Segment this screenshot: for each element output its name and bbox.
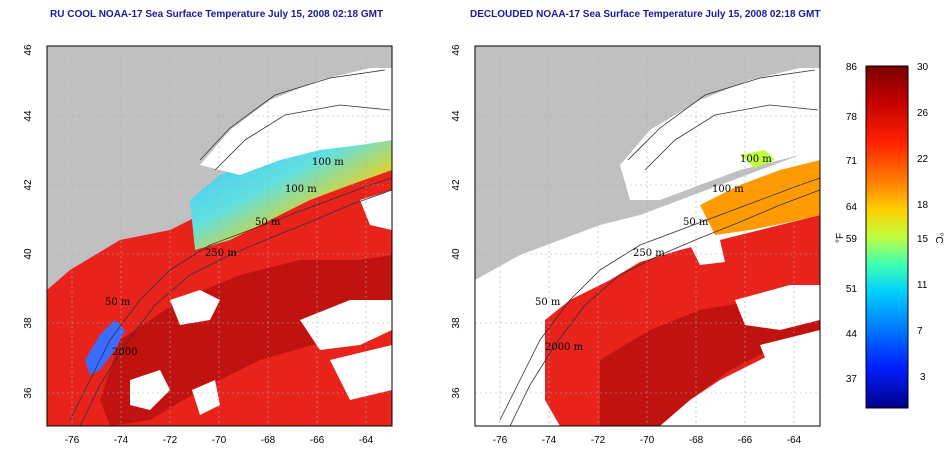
- contour-label: 100 m: [312, 157, 344, 168]
- f-tick-label: 51: [846, 284, 858, 295]
- left-lat-axis: 46 44 42 40 38 36: [23, 44, 34, 399]
- contour-label: 50 m: [105, 297, 131, 308]
- c-tick-label: 7: [917, 326, 923, 337]
- c-tick-label: 30: [917, 62, 929, 73]
- graticule: [475, 46, 820, 426]
- right-lat-axis: 46 44 42 40 38 36: [451, 44, 462, 399]
- lon-tick-label: -76: [65, 435, 80, 446]
- left-map: 100 m 100 m 50 m 250 m 50 m 2000 -76 -74…: [23, 44, 393, 446]
- right-map: 100 m 100 m 50 m 250 m 50 m 2000 m -76 -…: [451, 44, 821, 446]
- f-tick-label: 71: [846, 156, 858, 167]
- right-map-frame: [474, 45, 821, 427]
- f-tick-label: 64: [846, 202, 858, 213]
- f-tick-label: 37: [846, 374, 858, 385]
- bathymetry-contours: [69, 69, 392, 426]
- lat-tick-label: 40: [451, 248, 462, 260]
- left-map-frame: [46, 45, 393, 427]
- fahrenheit-unit-label: °F: [835, 233, 846, 243]
- contour-label: 50 m: [255, 217, 281, 228]
- lon-tick-label: -68: [689, 435, 704, 446]
- colorbar-celsius-ticks: 30 26 22 18 15 11 7 3: [917, 62, 929, 383]
- lat-tick-label: 46: [451, 44, 462, 56]
- lon-tick-label: -66: [738, 435, 753, 446]
- lat-tick-label: 42: [451, 179, 462, 191]
- lat-tick-label: 36: [451, 387, 462, 399]
- contour-label: 250 m: [205, 248, 237, 259]
- lat-tick-label: 44: [451, 110, 462, 122]
- gulf-stream-core: [100, 255, 392, 426]
- lat-tick-label: 46: [23, 44, 34, 56]
- celsius-unit-label: °C: [933, 232, 944, 243]
- lon-tick-label: -76: [493, 435, 508, 446]
- c-tick-label: 3: [920, 372, 926, 383]
- contour-label: 2000 m: [545, 342, 584, 353]
- colorbar: 86 78 71 64 59 51 44 37 30 26 22 18 15 1…: [835, 62, 944, 409]
- f-tick-label: 78: [846, 112, 858, 123]
- f-tick-label: 86: [846, 62, 858, 73]
- contour-label: 50 m: [535, 297, 561, 308]
- cloud-mask: [690, 240, 820, 395]
- lat-tick-label: 44: [23, 110, 34, 122]
- right-map-title: DECLOUDED NOAA-17 Sea Surface Temperatur…: [470, 9, 821, 20]
- lon-tick-label: -74: [542, 435, 557, 446]
- gulf-of-maine-cloud: [200, 68, 392, 175]
- lat-tick-label: 42: [23, 179, 34, 191]
- lon-tick-label: -64: [787, 435, 802, 446]
- left-map-title: RU COOL NOAA-17 Sea Surface Temperature …: [50, 9, 384, 20]
- colorbar-fahrenheit-ticks: 86 78 71 64 59 51 44 37: [846, 62, 858, 385]
- lon-tick-label: -74: [114, 435, 129, 446]
- c-tick-label: 18: [917, 200, 929, 211]
- lon-tick-label: -66: [310, 435, 325, 446]
- f-tick-label: 59: [846, 234, 858, 245]
- lon-tick-label: -72: [591, 435, 606, 446]
- lon-tick-label: -64: [359, 435, 374, 446]
- lon-tick-label: -70: [212, 435, 227, 446]
- contour-label: 250 m: [633, 248, 665, 259]
- bathymetry-contours: [499, 69, 820, 426]
- c-tick-label: 15: [917, 234, 929, 245]
- shelf-water: [700, 160, 820, 235]
- left-lon-axis: -76 -74 -72 -70 -68 -66 -64: [65, 435, 374, 446]
- contour-label: 100 m: [712, 184, 744, 195]
- lon-tick-label: -70: [640, 435, 655, 446]
- colorbar-scale: [865, 65, 909, 409]
- lon-tick-label: -68: [261, 435, 276, 446]
- lat-tick-label: 38: [451, 317, 462, 329]
- lon-tick-label: -72: [163, 435, 178, 446]
- lat-tick-label: 38: [23, 317, 34, 329]
- contour-label: 50 m: [683, 217, 709, 228]
- c-tick-label: 22: [917, 154, 929, 165]
- contour-label: 100 m: [285, 184, 317, 195]
- graticule: [47, 46, 392, 426]
- shelf-cool-patch: [740, 150, 775, 168]
- contour-label: 100 m: [740, 154, 772, 165]
- right-lon-axis: -76 -74 -72 -70 -68 -66 -64: [493, 435, 802, 446]
- contour-label: 2000: [112, 347, 137, 358]
- f-tick-label: 44: [846, 329, 858, 340]
- c-tick-label: 11: [917, 280, 928, 291]
- lat-tick-label: 36: [23, 387, 34, 399]
- lat-tick-label: 40: [23, 248, 34, 260]
- c-tick-label: 26: [917, 108, 929, 119]
